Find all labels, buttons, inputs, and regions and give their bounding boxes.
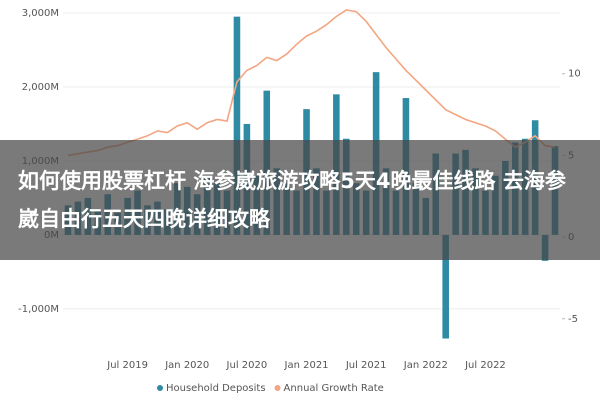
x-tick-label: Jul 2019 [106, 360, 148, 371]
x-tick-label: Jan 2020 [164, 360, 209, 371]
y2-tick-label: 10 [568, 69, 581, 80]
legend-label: Household Deposits [166, 383, 266, 394]
bar [442, 234, 449, 339]
y-tick-label: 2,000M [22, 82, 59, 93]
overlay-text: 如何使用股票杠杆 海参崴旅游攻略5天4晚最佳线路 去海参崴自由行五天四晚详细攻略 [18, 169, 566, 231]
x-tick-label: Jul 2020 [226, 360, 268, 371]
y2-tick-label: -5 [568, 314, 578, 325]
x-tick-label: Jul 2021 [345, 360, 387, 371]
legend-swatch [157, 385, 163, 391]
legend-swatch [274, 385, 281, 391]
line [67, 9, 556, 157]
y-tick-label: -1,000M [18, 304, 59, 315]
bar [233, 16, 241, 235]
overlay-banner: 如何使用股票杠杆 海参崴旅游攻略5天4晚最佳线路 去海参崴自由行五天四晚详细攻略 [0, 140, 600, 260]
x-tick-label: Jul 2022 [464, 360, 506, 371]
x-tick-label: Jan 2021 [284, 360, 329, 371]
legend-label: Annual Growth Rate [284, 383, 384, 394]
y-tick-label: 3,000M [22, 8, 59, 19]
x-tick-label: Jan 2022 [403, 360, 448, 371]
